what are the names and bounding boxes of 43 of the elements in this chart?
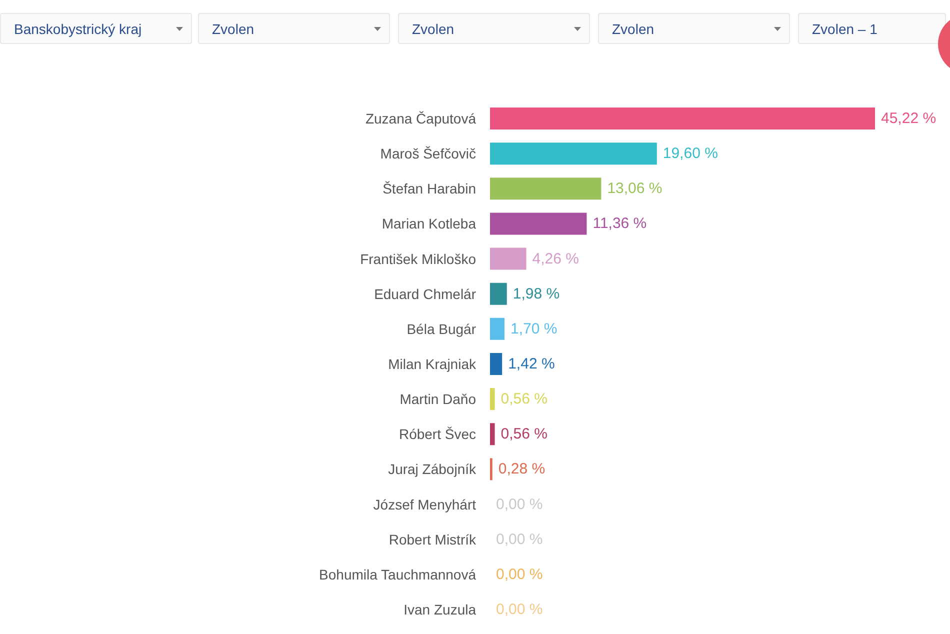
bar (490, 108, 875, 130)
y-tick-label: Eduard Chmelár (374, 286, 476, 302)
data-label: 1,98 % (512, 285, 560, 302)
select-field: Zvolen (398, 13, 590, 44)
y-tick-label: František Mikloško (360, 250, 476, 267)
y-tick-label: Štefan Harabin (382, 180, 476, 197)
data-label: 0,56 % (500, 426, 548, 443)
select-field: Zvolen – 1 (798, 13, 946, 44)
select-field: Banskobystrický kraj (0, 13, 192, 44)
y-tick-label: Maroš Šefčovič (380, 146, 476, 162)
y-tick-label: Martin Daňo (400, 391, 476, 408)
y-tick-label: Zuzana Čaputová (365, 110, 476, 127)
y-tick-label: Róbert Švec (398, 426, 476, 442)
data-label: 0,28 % (498, 460, 546, 478)
data-label: 0,00 % (496, 600, 543, 618)
data-label: 11,36 % (592, 215, 647, 232)
bar (490, 318, 504, 340)
y-tick-label: Béla Bugár (406, 320, 476, 337)
y-tick-label: József Menyhárt (373, 496, 476, 512)
data-label: 4,26 % (532, 250, 579, 268)
bar (490, 142, 657, 165)
y-tick-label: Robert Mistrík (388, 531, 477, 548)
bar (490, 212, 587, 235)
bar (490, 248, 526, 270)
data-label: 19,60 % (662, 145, 718, 162)
y-tick-label: Milan Krajniak (388, 356, 477, 372)
data-label: 0,00 % (496, 566, 543, 583)
bar (490, 353, 502, 375)
bar (490, 282, 507, 305)
bar (490, 423, 495, 446)
y-tick-label: Juraj Zábojník (388, 461, 477, 478)
data-label: 1,42 % (508, 356, 555, 372)
data-label: 0,56 % (500, 390, 548, 408)
data-label: 1,70 % (510, 320, 558, 338)
y-tick-label: Marian Kotleba (382, 216, 476, 232)
data-label: 13,06 % (607, 180, 662, 198)
select-field: Zvolen (198, 13, 390, 44)
bar (490, 388, 495, 410)
bar (490, 178, 602, 200)
y-tick-label: Ivan Zuzula (404, 601, 476, 618)
select-field: Zvolen (598, 13, 790, 44)
y-tick-label: Bohumila Tauchmannová (319, 566, 476, 582)
data-label: 45,22 % (881, 110, 936, 128)
